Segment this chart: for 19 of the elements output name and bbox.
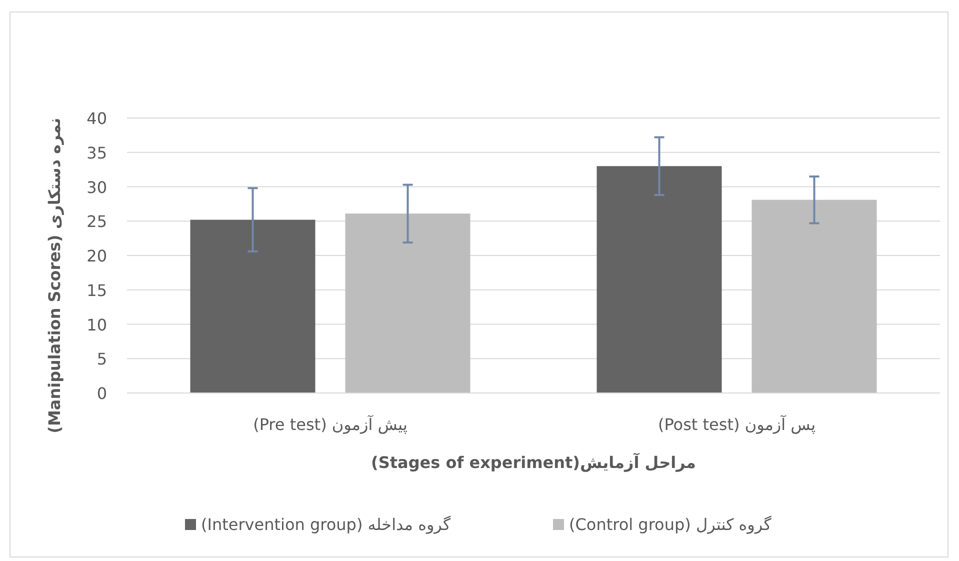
- y-tick-label: 10: [86, 315, 107, 334]
- bar: [345, 214, 470, 393]
- y-tick-label: 15: [86, 280, 107, 300]
- y-tick-label: 20: [86, 246, 107, 266]
- y-tick-label: 35: [86, 143, 107, 162]
- y-tick-label: 0: [96, 384, 107, 403]
- y-tick-label: 25: [86, 212, 107, 232]
- y-axis-title: نمره دستکاری (Manipulation Scores): [45, 118, 64, 434]
- x-tick-label: پیش آزمون (Pre test): [253, 414, 408, 434]
- y-tick-label: 40: [86, 109, 107, 128]
- y-tick-label: 5: [96, 350, 107, 369]
- bar: [190, 220, 316, 393]
- legend-label: گروه کنترل (Control group): [569, 515, 772, 534]
- x-axis-title: مراحل آزمایش(Stages of experiment): [371, 452, 696, 472]
- bar: [752, 200, 877, 393]
- x-tick-label: پس آزمون (Post test): [658, 414, 816, 434]
- legend-label: گروه مداخله (Intervention group): [201, 515, 451, 534]
- bar: [596, 166, 722, 393]
- y-tick-label: 30: [86, 178, 107, 197]
